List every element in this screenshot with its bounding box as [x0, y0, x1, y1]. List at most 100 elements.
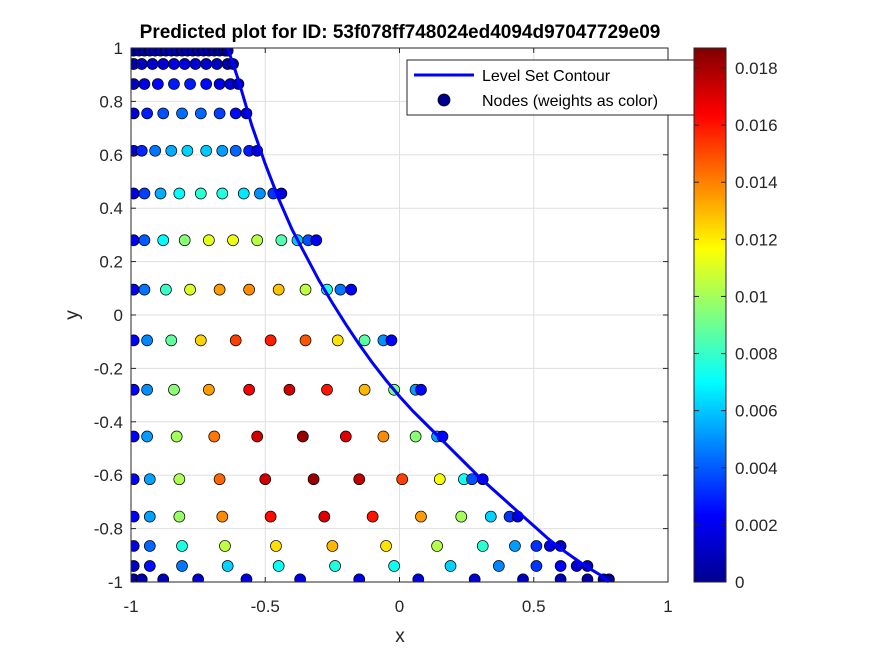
- node-point: [135, 144, 148, 157]
- node-point: [326, 540, 339, 552]
- node-point: [283, 383, 296, 396]
- node-point: [131, 383, 140, 396]
- colorbar-tick-label: 0.004: [735, 459, 778, 478]
- node-point: [157, 234, 170, 247]
- node-point: [208, 430, 221, 443]
- node-point: [143, 540, 156, 552]
- node-point: [213, 283, 226, 296]
- node-point: [138, 234, 151, 247]
- node-point: [299, 334, 312, 347]
- colorbar-tick-label: 0.018: [735, 59, 778, 78]
- colorbar-tick-label: 0.006: [735, 402, 778, 421]
- legend-marker-swatch: [437, 93, 451, 107]
- node-point: [157, 58, 170, 70]
- node-point: [173, 473, 186, 486]
- colorbar-tick-label: 0.012: [735, 230, 778, 249]
- node-point: [554, 573, 567, 582]
- node-point: [194, 107, 207, 120]
- node-point: [251, 234, 264, 247]
- node-point: [554, 560, 567, 572]
- y-axis-label: y: [62, 310, 83, 320]
- node-point: [200, 58, 213, 70]
- y-tick-label: 1: [114, 39, 123, 58]
- node-point: [176, 560, 188, 572]
- node-point: [353, 473, 366, 486]
- node-point: [229, 144, 242, 157]
- node-point: [329, 560, 341, 572]
- node-point: [396, 473, 409, 486]
- node-point: [240, 573, 253, 582]
- node-point: [131, 540, 140, 552]
- node-point: [141, 383, 153, 396]
- x-tick-label: -0.5: [251, 597, 280, 616]
- node-point: [366, 510, 379, 523]
- node-point: [334, 283, 347, 296]
- colorbar-tick-label: 0.002: [735, 516, 778, 535]
- colorbar-tick-label: 0.01: [735, 287, 768, 306]
- colorbar-gradient: [693, 47, 727, 583]
- node-point: [229, 107, 242, 120]
- node-point: [135, 573, 148, 582]
- node-point: [272, 283, 285, 296]
- node-point: [237, 187, 250, 200]
- node-point: [131, 560, 140, 572]
- node-point: [149, 144, 162, 157]
- node-point: [431, 540, 443, 552]
- node-point: [581, 573, 594, 582]
- node-point: [157, 573, 170, 582]
- node-point: [353, 573, 366, 582]
- node-point: [213, 78, 226, 90]
- x-tick-labels: -1 -0.5 0 0.5 1: [123, 597, 672, 616]
- colorbar-tick-label: 0: [735, 573, 744, 592]
- node-point: [178, 58, 191, 70]
- node-point: [331, 334, 344, 347]
- node-point: [131, 234, 140, 247]
- node-point: [135, 58, 148, 70]
- node-point: [259, 473, 272, 486]
- node-point: [131, 473, 140, 486]
- x-axis-label: x: [395, 626, 405, 647]
- x-tick-label: 1: [663, 597, 672, 616]
- y-tick-label: 0.6: [99, 146, 123, 165]
- y-tick-label: -0.4: [94, 413, 123, 432]
- node-point: [181, 144, 194, 157]
- node-point: [216, 510, 229, 523]
- node-point: [243, 283, 255, 296]
- node-point: [173, 187, 186, 200]
- node-point: [219, 540, 231, 552]
- node-point: [412, 573, 425, 582]
- node-point: [131, 334, 140, 347]
- node-point: [358, 334, 371, 347]
- node-point: [138, 283, 151, 296]
- node-point: [388, 560, 400, 572]
- node-point: [517, 573, 529, 582]
- node-point: [131, 430, 140, 443]
- node-point: [152, 78, 164, 90]
- node-point: [318, 510, 331, 523]
- node-point: [203, 383, 215, 396]
- node-point: [131, 107, 140, 120]
- y-tick-label: 0.8: [99, 92, 123, 111]
- x-tick-label: 0: [395, 597, 404, 616]
- node-point: [299, 283, 312, 296]
- node-point: [189, 58, 202, 70]
- node-point: [221, 560, 234, 572]
- node-point: [216, 144, 229, 157]
- node-point: [415, 383, 427, 396]
- legend-entry-nodes: Nodes (weights as color): [482, 93, 658, 110]
- node-point: [433, 473, 446, 486]
- node-point: [444, 560, 457, 572]
- y-tick-label: 0.2: [99, 253, 123, 272]
- node-point: [216, 187, 229, 200]
- node-point: [168, 58, 180, 70]
- node-point: [484, 510, 497, 523]
- node-point: [157, 107, 170, 120]
- node-point: [296, 430, 309, 443]
- node-point: [176, 107, 188, 120]
- node-point: [243, 383, 255, 396]
- node-point: [227, 234, 239, 247]
- node-point: [455, 510, 468, 523]
- node-point: [377, 430, 390, 443]
- node-point: [154, 187, 167, 200]
- node-point: [254, 187, 266, 200]
